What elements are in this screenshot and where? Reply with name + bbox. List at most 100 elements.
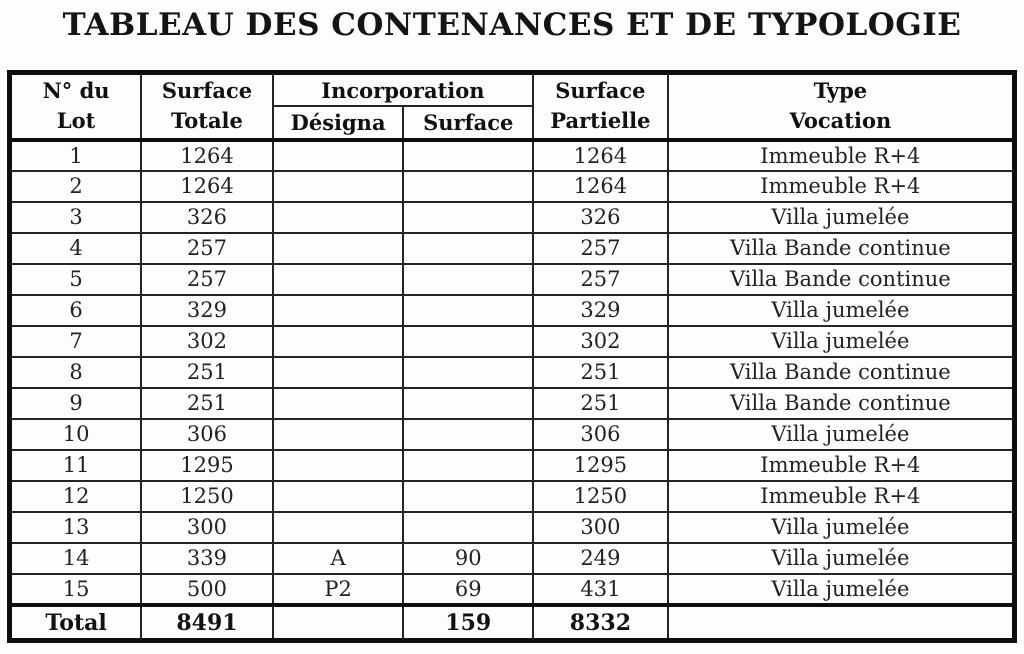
- header-surface-partielle: Surface Partielle: [532, 71, 669, 142]
- cell-designa: [271, 448, 405, 482]
- total-row: Total 8491 159 8332: [8, 602, 1016, 642]
- header-surface-partielle-line2: Partielle: [550, 108, 651, 134]
- cell-incorporation-surface: [402, 386, 535, 420]
- cell-incorporation-surface: [402, 169, 535, 203]
- cell-surface-totale: 300: [140, 510, 274, 544]
- cell-lot: 10: [8, 417, 143, 451]
- cell-lot: 9: [8, 386, 143, 420]
- header-surface-totale-line2: Totale: [171, 108, 243, 134]
- cell-incorporation-surface: 90: [402, 541, 535, 575]
- cell-surface-totale: 339: [140, 541, 274, 575]
- table-row: 14 339 A 90 249 Villa jumelée: [8, 541, 1016, 575]
- cell-surface-partielle: 329: [532, 293, 669, 327]
- header-designa: Désigna: [271, 105, 405, 142]
- cell-surface-partielle: 257: [532, 231, 669, 265]
- cell-lot: 2: [8, 169, 143, 203]
- total-surface-partielle: 8332: [532, 602, 669, 642]
- cell-surface-totale: 1250: [140, 479, 274, 513]
- header-lot-line2: Lot: [56, 108, 96, 134]
- total-surface-totale: 8491: [140, 602, 274, 642]
- cell-type-vocation: Villa jumelée: [666, 417, 1016, 451]
- cell-type-vocation: Villa Bande continue: [666, 355, 1016, 389]
- cell-designa: [271, 231, 405, 265]
- cell-type-vocation: Villa Bande continue: [666, 262, 1016, 296]
- contenances-typologie-table: N° du Lot Surface Totale Incorporation S…: [7, 70, 1017, 644]
- cell-type-vocation: Immeuble R+4: [666, 479, 1016, 513]
- cell-designa: [271, 417, 405, 451]
- cell-surface-totale: 1264: [140, 169, 274, 203]
- cell-lot: 15: [8, 572, 143, 606]
- table-header: N° du Lot Surface Totale Incorporation S…: [8, 71, 1016, 142]
- header-lot: N° du Lot: [8, 71, 143, 142]
- cell-type-vocation: Villa jumelée: [666, 541, 1016, 575]
- cell-surface-partielle: 306: [532, 417, 669, 451]
- cell-type-vocation: Villa jumelée: [666, 293, 1016, 327]
- table-row: 7 302 302 Villa jumelée: [8, 324, 1016, 358]
- cell-incorporation-surface: [402, 417, 535, 451]
- cell-lot: 4: [8, 231, 143, 265]
- cell-incorporation-surface: [402, 510, 535, 544]
- cell-type-vocation: Immeuble R+4: [666, 169, 1016, 203]
- cell-incorporation-surface: [402, 293, 535, 327]
- table-row: 4 257 257 Villa Bande continue: [8, 231, 1016, 265]
- page-title: TABLEAU DES CONTENANCES ET DE TYPOLOGIE: [62, 7, 962, 43]
- table-body: 1 1264 1264 Immeuble R+4 2 1264 1264 Imm…: [8, 138, 1016, 642]
- cell-designa: [271, 510, 405, 544]
- cell-surface-totale: 1295: [140, 448, 274, 482]
- scanned-document-page: TABLEAU DES CONTENANCES ET DE TYPOLOGIE …: [0, 7, 1024, 654]
- total-type-vocation: [666, 602, 1016, 642]
- cell-surface-totale: 257: [140, 231, 274, 265]
- cell-incorporation-surface: [402, 479, 535, 513]
- cell-lot: 13: [8, 510, 143, 544]
- cell-incorporation-surface: [402, 448, 535, 482]
- cell-surface-partielle: 302: [532, 324, 669, 358]
- cell-lot: 6: [8, 293, 143, 327]
- header-lot-line1: N° du: [42, 78, 110, 103]
- cell-surface-partielle: 431: [532, 572, 669, 606]
- cell-type-vocation: Villa jumelée: [666, 572, 1016, 606]
- header-type-line2: Vocation: [789, 108, 892, 134]
- header-surface-totale: Surface Totale: [140, 71, 274, 142]
- cell-lot: 8: [8, 355, 143, 389]
- cell-designa: P2: [271, 572, 405, 606]
- table-row: 13 300 300 Villa jumelée: [8, 510, 1016, 544]
- cell-type-vocation: Villa Bande continue: [666, 386, 1016, 420]
- header-type-vocation: Type Vocation: [666, 71, 1016, 142]
- header-surface-partielle-line1: Surface: [555, 78, 646, 103]
- cell-designa: [271, 293, 405, 327]
- header-row-top: N° du Lot Surface Totale Incorporation S…: [8, 71, 1016, 142]
- cell-designa: [271, 262, 405, 296]
- table-row: 8 251 251 Villa Bande continue: [8, 355, 1016, 389]
- cell-surface-partielle: 1295: [532, 448, 669, 482]
- total-incorporation-surface: 159: [402, 602, 535, 642]
- cell-surface-totale: 251: [140, 355, 274, 389]
- cell-designa: A: [271, 541, 405, 575]
- cell-surface-partielle: 251: [532, 386, 669, 420]
- cell-surface-partielle: 251: [532, 355, 669, 389]
- cell-incorporation-surface: [402, 324, 535, 358]
- cell-type-vocation: Villa jumelée: [666, 510, 1016, 544]
- cell-surface-partielle: 1264: [532, 169, 669, 203]
- table-row: 1 1264 1264 Immeuble R+4: [8, 138, 1016, 172]
- cell-type-vocation: Immeuble R+4: [666, 138, 1016, 172]
- cell-surface-totale: 306: [140, 417, 274, 451]
- cell-surface-totale: 326: [140, 200, 274, 234]
- cell-designa: [271, 324, 405, 358]
- header-incorporation-surface: Surface: [402, 105, 535, 142]
- cell-surface-partielle: 326: [532, 200, 669, 234]
- cell-surface-partielle: 249: [532, 541, 669, 575]
- cell-lot: 1: [8, 138, 143, 172]
- cell-type-vocation: Villa jumelée: [666, 200, 1016, 234]
- cell-lot: 12: [8, 479, 143, 513]
- cell-surface-totale: 329: [140, 293, 274, 327]
- table-row: 3 326 326 Villa jumelée: [8, 200, 1016, 234]
- cell-surface-partielle: 257: [532, 262, 669, 296]
- table-row: 10 306 306 Villa jumelée: [8, 417, 1016, 451]
- cell-designa: [271, 386, 405, 420]
- table-row: 9 251 251 Villa Bande continue: [8, 386, 1016, 420]
- cell-incorporation-surface: [402, 231, 535, 265]
- cell-surface-partielle: 1250: [532, 479, 669, 513]
- cell-type-vocation: Immeuble R+4: [666, 448, 1016, 482]
- cell-incorporation-surface: [402, 262, 535, 296]
- header-type-line1: Type: [813, 78, 868, 103]
